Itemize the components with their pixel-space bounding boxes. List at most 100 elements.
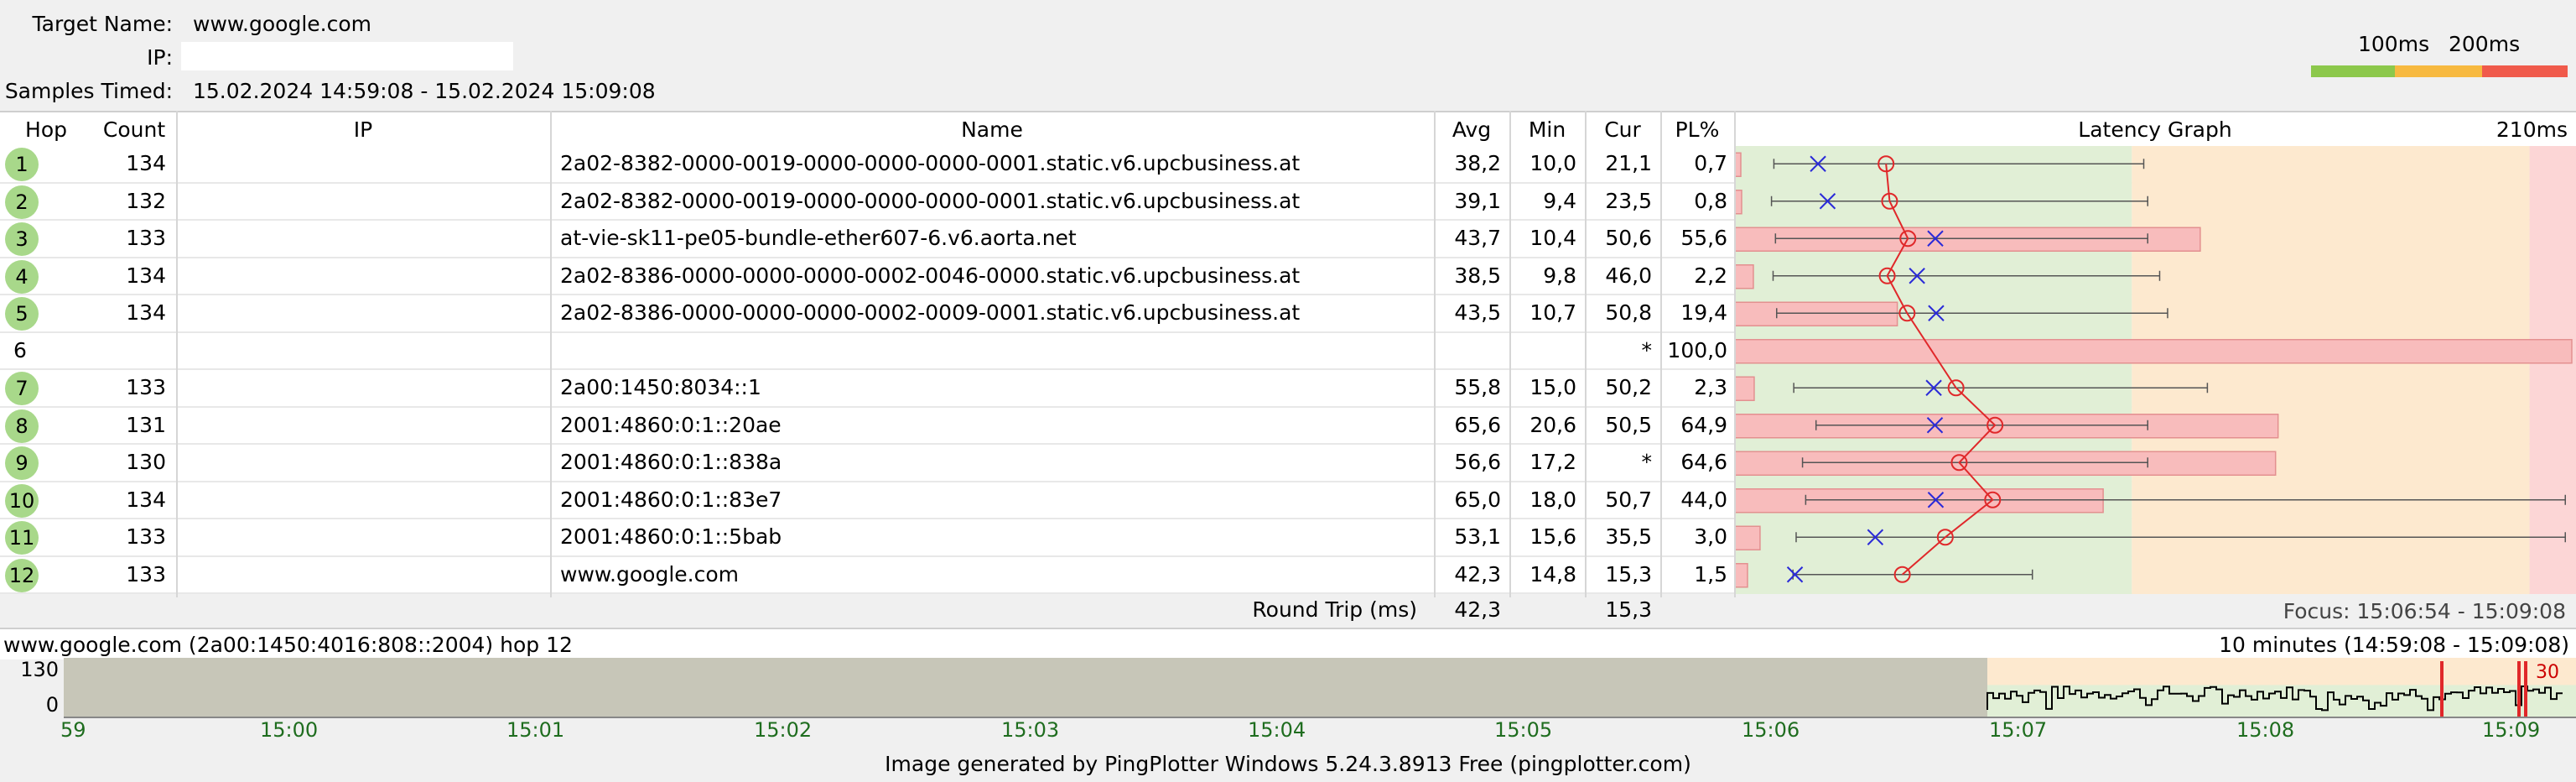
- hop-min: 9,8: [1543, 263, 1576, 288]
- current-latency-marker: [1925, 379, 1942, 396]
- timeline-x-tick: 59: [60, 718, 86, 742]
- hop-number: 3: [5, 222, 39, 256]
- latency-graph[interactable]: [1734, 146, 2576, 594]
- hop-number: 1: [5, 148, 39, 181]
- current-latency-marker: [1928, 305, 1945, 321]
- hop-avg: 55,8: [1454, 375, 1501, 399]
- hop-min: 10,7: [1530, 300, 1576, 325]
- current-latency-marker: [1867, 529, 1884, 545]
- packet-loss-bar: [1734, 414, 2279, 439]
- col-pl-header[interactable]: PL%: [1675, 117, 1720, 142]
- avg-latency-marker: [1878, 267, 1896, 284]
- hop-count: 133: [126, 561, 166, 586]
- hop-min: 9,4: [1543, 188, 1576, 213]
- hop-name: 2a00:1450:8034::1: [560, 375, 761, 399]
- hop-cur: *: [1641, 337, 1653, 362]
- hop-number: 12: [5, 558, 39, 592]
- hop-name: 2001:4860:0:1::838a: [560, 450, 782, 474]
- avg-latency-marker: [1936, 529, 1954, 546]
- round-trip-avg: 42,3: [1454, 597, 1501, 622]
- hop-pl: 44,0: [1680, 487, 1727, 512]
- target-name-label: Target Name:: [32, 12, 173, 36]
- hop-avg: 39,1: [1454, 188, 1501, 213]
- avg-latency-marker: [1950, 454, 1968, 472]
- ip-field[interactable]: [181, 42, 513, 70]
- hop-number: 4: [5, 259, 39, 294]
- hop-avg: 38,2: [1454, 151, 1501, 175]
- timeline-x-tick: 15:05: [1494, 718, 1553, 742]
- hop-number: 11: [5, 521, 39, 555]
- hop-number: 6: [13, 337, 27, 362]
- col-latency-graph-header[interactable]: Latency Graph: [2078, 117, 2232, 142]
- timeline-x-tick: 15:02: [754, 718, 813, 742]
- timeline-graph[interactable]: 30: [64, 658, 2576, 718]
- hop-pl: 1,5: [1694, 561, 1727, 586]
- hop-avg: 38,5: [1454, 263, 1501, 288]
- col-count-header[interactable]: Count: [102, 117, 166, 142]
- footer-credit: Image generated by PingPlotter Windows 5…: [885, 752, 1691, 776]
- graph-zone-red: [2529, 146, 2576, 594]
- avg-latency-marker: [1898, 305, 1916, 322]
- hop-pl: 3,0: [1694, 524, 1727, 549]
- round-trip-cur: 15,3: [1605, 597, 1652, 622]
- hop-count: 133: [126, 524, 166, 549]
- hop-avg: 56,6: [1454, 450, 1501, 474]
- hop-min: 15,6: [1530, 524, 1576, 549]
- packet-loss-bar: [1734, 339, 2573, 364]
- samples-timed-value: 15.02.2024 14:59:08 - 15.02.2024 15:09:0…: [193, 79, 656, 103]
- legend-orange-bar: [2395, 65, 2482, 77]
- hop-count: 134: [126, 300, 166, 325]
- packet-loss-bar: [1734, 301, 1898, 326]
- hop-count: 130: [126, 450, 166, 474]
- hop-name: 2a02-8382-0000-0019-0000-0000-0000-0001.…: [560, 151, 1301, 175]
- col-avg-header[interactable]: Avg: [1452, 117, 1492, 142]
- timeline-latency-trace: [1987, 685, 2563, 712]
- legend-200ms-label: 200ms: [2449, 32, 2521, 56]
- col-ip-header[interactable]: IP: [353, 117, 373, 142]
- timeline-x-tick: 15:07: [1989, 718, 2048, 742]
- timeline-range-label: 10 minutes (14:59:08 - 15:09:08): [2219, 633, 2569, 657]
- hop-min: 15,0: [1530, 375, 1576, 399]
- column-divider: [1585, 111, 1587, 597]
- hop-cur: 50,2: [1605, 375, 1652, 399]
- hop-count: 132: [126, 188, 166, 213]
- round-trip-label: Round Trip (ms): [1252, 597, 1417, 622]
- hop-name: 2a02-8386-0000-0000-0000-0002-0046-0000.…: [560, 263, 1301, 288]
- packet-loss-bar: [1734, 190, 1742, 215]
- hop-avg: 42,3: [1454, 561, 1501, 586]
- packet-loss-bar: [1734, 488, 2104, 514]
- focus-label: Focus: 15:06:54 - 15:09:08: [2283, 599, 2566, 623]
- hop-cur: 50,6: [1605, 226, 1652, 250]
- packet-loss-bar: [1734, 525, 1761, 550]
- column-divider: [1660, 111, 1662, 597]
- hop-number: 9: [5, 446, 39, 480]
- graph-zone-green: [1734, 146, 2132, 594]
- timeline-header: www.google.com (2a00:1450:4016:808::2004…: [0, 628, 2576, 659]
- col-cur-header[interactable]: Cur: [1604, 117, 1641, 142]
- timeline-x-tick: 15:00: [260, 718, 319, 742]
- current-latency-marker: [1810, 155, 1826, 172]
- col-hop-header[interactable]: Hop: [25, 117, 67, 142]
- hop-number: 2: [5, 185, 39, 219]
- col-min-header[interactable]: Min: [1528, 117, 1566, 142]
- legend-100ms-label: 100ms: [2358, 32, 2430, 56]
- hop-pl: 19,4: [1680, 300, 1727, 325]
- hop-pl: 0,8: [1694, 188, 1727, 213]
- hop-count: 133: [126, 226, 166, 250]
- graph-zone-orange: [2132, 146, 2530, 594]
- avg-latency-marker: [1893, 566, 1911, 583]
- legend-green-bar: [2311, 65, 2395, 77]
- target-name-value: www.google.com: [193, 12, 371, 36]
- hop-count: 131: [126, 412, 166, 437]
- timeline-y-min: 0: [45, 693, 59, 717]
- timeline-x-tick: 15:09: [2482, 718, 2541, 742]
- col-name-header[interactable]: Name: [961, 117, 1023, 142]
- timeline-x-tick: 15:03: [1001, 718, 1060, 742]
- avg-latency-marker: [1987, 416, 2004, 434]
- packet-loss-bar: [1734, 227, 2201, 252]
- hop-cur: 21,1: [1605, 151, 1652, 175]
- hop-number: 10: [5, 483, 39, 518]
- hop-cur: 50,8: [1605, 300, 1652, 325]
- hop-avg: 65,6: [1454, 412, 1501, 437]
- table-header-row: Hop Count IP Name Avg Min Cur PL% Latenc…: [0, 111, 2576, 148]
